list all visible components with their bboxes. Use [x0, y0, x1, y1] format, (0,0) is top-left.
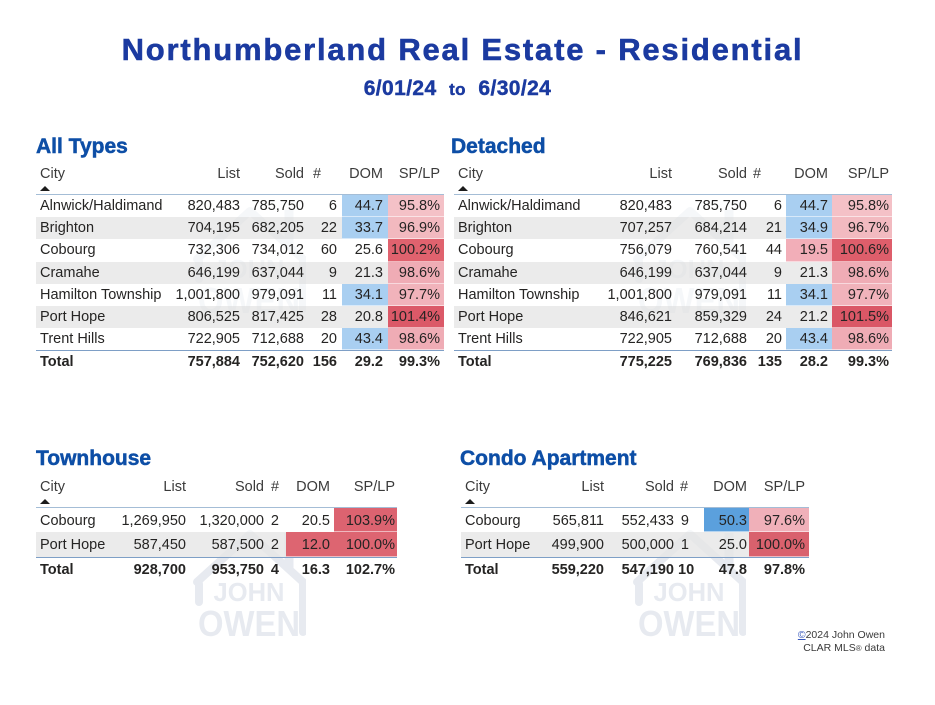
svg-text:OWEN: OWEN [198, 603, 300, 642]
svg-text:OWEN: OWEN [638, 280, 740, 319]
svg-text:JOHN: JOHN [654, 254, 725, 284]
svg-text:JOHN: JOHN [214, 254, 285, 284]
svg-text:OWEN: OWEN [198, 280, 300, 319]
svg-text:OWEN: OWEN [638, 603, 740, 642]
svg-text:JOHN: JOHN [654, 577, 725, 607]
svg-text:JOHN: JOHN [214, 577, 285, 607]
